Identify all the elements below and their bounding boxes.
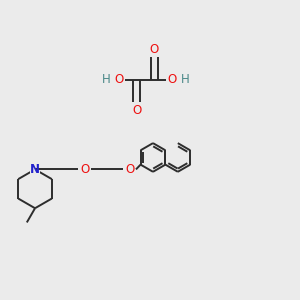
Text: O: O xyxy=(132,104,141,117)
Text: H: H xyxy=(101,73,110,86)
FancyBboxPatch shape xyxy=(30,165,40,174)
Text: O: O xyxy=(114,73,123,86)
Text: O: O xyxy=(150,43,159,56)
FancyBboxPatch shape xyxy=(167,75,178,85)
FancyBboxPatch shape xyxy=(80,165,91,174)
Text: H: H xyxy=(181,73,190,86)
Text: O: O xyxy=(168,73,177,86)
Text: O: O xyxy=(125,163,135,176)
FancyBboxPatch shape xyxy=(148,44,160,54)
FancyBboxPatch shape xyxy=(113,75,124,85)
FancyBboxPatch shape xyxy=(124,165,136,174)
Text: N: N xyxy=(30,163,40,176)
Text: O: O xyxy=(81,163,90,176)
FancyBboxPatch shape xyxy=(130,106,142,116)
